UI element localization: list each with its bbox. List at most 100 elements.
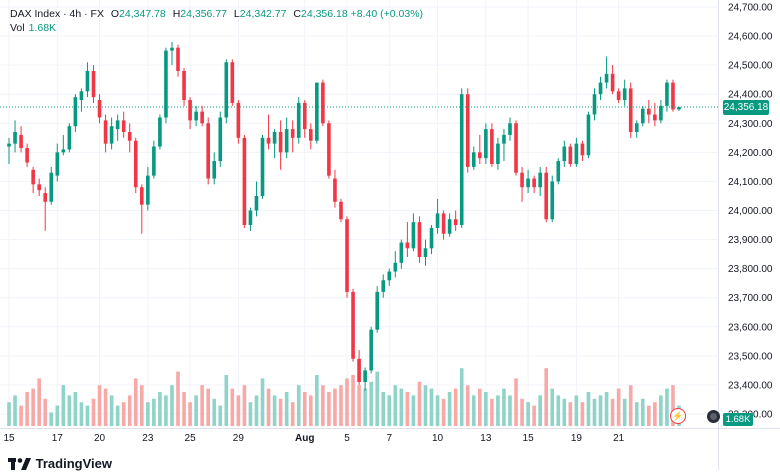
volume-bar: [604, 392, 609, 426]
open-label: O: [110, 8, 120, 20]
price-axis: 24,700.00 24,600.00 24,500.00 24,400.00 24,3…: [728, 3, 773, 421]
candle-body: [37, 184, 41, 191]
volume-bar: [375, 371, 380, 426]
volume-bar: [19, 405, 23, 426]
candle-body: [170, 47, 174, 51]
candle-body: [405, 242, 410, 249]
candle-body: [417, 222, 422, 258]
candle-body: [31, 169, 35, 185]
volume-bar: [308, 395, 313, 426]
candle: [357, 350, 361, 385]
candle-body: [381, 280, 386, 292]
candle: [387, 268, 392, 287]
price-tick-label: 24,200.00: [728, 148, 773, 159]
volume-bar: [146, 402, 150, 426]
candle: [544, 166, 549, 223]
volume-bar: [357, 385, 361, 426]
candle-body: [411, 222, 416, 249]
volume-bar: [321, 385, 325, 426]
candle-body: [13, 132, 17, 144]
candle: [139, 184, 144, 234]
candle: [302, 100, 307, 138]
candle-body: [284, 129, 289, 153]
candle: [200, 105, 204, 127]
candle-body: [628, 88, 633, 133]
time-tick-label: 21: [613, 433, 625, 444]
candle-body: [152, 146, 156, 176]
volume-bar: [574, 395, 579, 426]
volume-bar: [351, 375, 355, 426]
volume-bar: [296, 385, 301, 426]
settings-icon[interactable]: [707, 410, 720, 423]
tradingview-logo[interactable]: TradingView: [8, 456, 112, 472]
candle: [447, 213, 452, 237]
candle: [79, 88, 84, 112]
volume-bar: [496, 395, 500, 426]
volume-bar: [671, 385, 675, 426]
candle: [556, 158, 561, 185]
lightning-icon[interactable]: ⚡: [670, 408, 686, 424]
candle-body: [85, 70, 90, 92]
low-label: L: [233, 8, 240, 20]
volume-bars: [7, 368, 681, 426]
volume-bar: [562, 398, 567, 426]
candle-body: [278, 132, 283, 153]
candle-body: [610, 73, 615, 92]
volume-bar: [182, 392, 186, 426]
volume-bar: [290, 402, 295, 426]
volume-bar: [176, 371, 180, 426]
high-value: 24,356.77: [180, 8, 227, 20]
candle-body: [532, 178, 536, 188]
volume-bar: [556, 395, 561, 426]
candle: [121, 111, 126, 138]
time-tick-label: 25: [185, 433, 197, 444]
candle-body: [574, 143, 579, 164]
candle: [405, 222, 410, 258]
candle: [478, 134, 482, 164]
high-label: H: [172, 8, 181, 20]
volume-bar: [97, 385, 102, 426]
candle: [327, 120, 331, 179]
candle: [236, 100, 241, 144]
volume-bar: [25, 392, 29, 426]
candle: [254, 181, 259, 217]
candle: [484, 123, 488, 164]
candle-body: [55, 152, 60, 176]
volume-bar: [315, 375, 319, 426]
candle: [429, 225, 434, 255]
candle: [471, 146, 476, 170]
candle: [55, 143, 60, 182]
time-tick-label: 10: [432, 433, 444, 444]
volume-bar: [85, 405, 90, 426]
volume-bar: [647, 405, 651, 426]
volume-bar: [598, 395, 603, 426]
volume-bar: [284, 392, 289, 426]
candle-body: [7, 143, 11, 147]
candle: [272, 129, 277, 159]
candle: [677, 106, 681, 111]
candle-body: [290, 129, 295, 138]
candle-body: [248, 210, 253, 226]
time-tick-label: 5: [344, 433, 350, 444]
volume-bar: [405, 392, 410, 426]
volume-bar: [550, 388, 555, 426]
candle-body: [538, 172, 542, 188]
price-tick-label: 24,100.00: [728, 177, 773, 188]
candle-body: [91, 70, 96, 98]
candle-body: [550, 181, 555, 220]
volume-bar: [212, 398, 217, 426]
volume-bar: [278, 398, 283, 426]
volume-bar: [665, 388, 669, 426]
volume-bar: [592, 398, 597, 426]
candle: [176, 44, 180, 77]
time-tick-label: 23: [142, 433, 154, 444]
candle: [345, 216, 349, 298]
candle-body: [363, 370, 367, 383]
volume-bar: [164, 395, 168, 426]
symbol-label[interactable]: DAX Index · 4h · FX: [10, 8, 104, 20]
candle: [31, 166, 35, 194]
candle-body: [164, 50, 168, 118]
candle: [242, 134, 247, 228]
volume-bar: [616, 388, 621, 426]
